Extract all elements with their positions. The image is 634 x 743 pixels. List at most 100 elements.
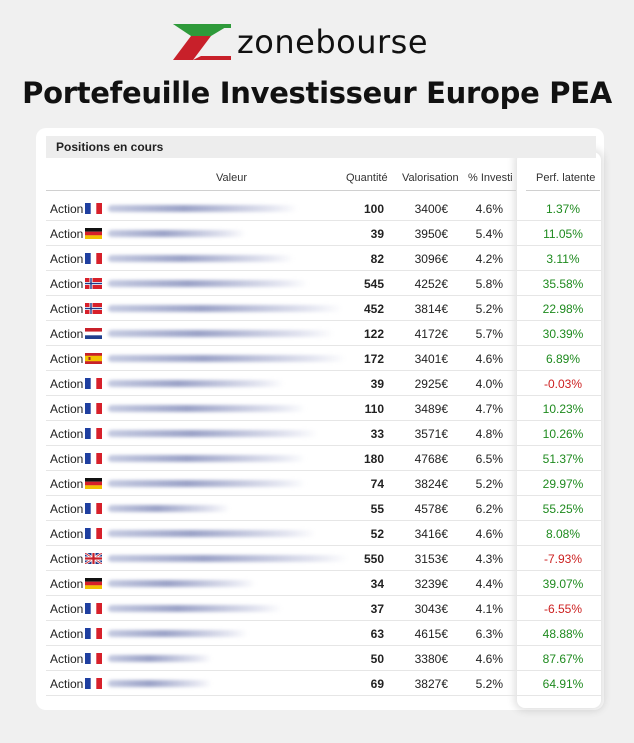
france-flag-icon: [85, 428, 102, 439]
row-valuation: 3571€: [414, 427, 448, 441]
table-row[interactable]: Action 52 3416€ 4.6% 8.08%: [46, 521, 601, 546]
table-row[interactable]: Action 55 4578€ 6.2% 55.25%: [46, 496, 601, 521]
row-perf-latente: 64.91%: [542, 677, 584, 691]
table-row[interactable]: Action 180 4768€ 6.5% 51.37%: [46, 446, 601, 471]
table-row[interactable]: Action 550 3153€ 4.3% -7.93%: [46, 546, 601, 571]
row-quantity: 452: [363, 302, 384, 316]
table-row[interactable]: Action 172 3401€ 4.6% 6.89%: [46, 346, 601, 371]
row-pct-invested: 4.6%: [475, 527, 503, 541]
row-pct-invested: 5.7%: [475, 327, 503, 341]
france-flag-icon: [85, 378, 102, 389]
row-perf-latente: -0.03%: [543, 377, 583, 391]
blurred-stock-name: [108, 655, 212, 662]
col-pct-investi: % Investi: [468, 172, 513, 184]
spain-flag-icon: [85, 353, 102, 364]
table-row[interactable]: Action 74 3824€ 5.2% 29.97%: [46, 471, 601, 496]
blurred-stock-name: [108, 205, 298, 212]
row-type: Action: [50, 377, 84, 391]
uk-flag-icon: [85, 553, 102, 564]
blurred-stock-name: [108, 680, 212, 687]
blurred-stock-name: [108, 455, 306, 462]
table-row[interactable]: Action 39 3950€ 5.4% 11.05%: [46, 221, 601, 246]
row-valuation: 3827€: [414, 677, 448, 691]
blurred-stock-name: [108, 630, 248, 637]
row-valuation: 3096€: [414, 252, 448, 266]
col-valorisation: Valorisation: [402, 172, 459, 184]
row-type: Action: [50, 602, 84, 616]
france-flag-icon: [85, 603, 102, 614]
row-valuation: 4768€: [414, 452, 448, 466]
table-row[interactable]: Action 452 3814€ 5.2% 22.98%: [46, 296, 601, 321]
table-row[interactable]: Action 122 4172€ 5.7% 30.39%: [46, 321, 601, 346]
blurred-stock-name: [108, 280, 308, 287]
row-quantity: 100: [363, 202, 384, 216]
blurred-stock-name: [108, 555, 348, 562]
row-type: Action: [50, 677, 84, 691]
row-quantity: 34: [370, 577, 384, 591]
table-row[interactable]: Action 82 3096€ 4.2% 3.11%: [46, 246, 601, 271]
row-pct-invested: 4.3%: [475, 552, 503, 566]
row-perf-latente: 11.05%: [543, 227, 583, 241]
row-type: Action: [50, 202, 84, 216]
row-pct-invested: 4.7%: [475, 402, 503, 416]
table-row[interactable]: Action 33 3571€ 4.8% 10.26%: [46, 421, 601, 446]
row-type: Action: [50, 627, 84, 641]
table-row[interactable]: Action 39 2925€ 4.0% -0.03%: [46, 371, 601, 396]
row-quantity: 37: [370, 602, 384, 616]
blurred-stock-name: [108, 355, 346, 362]
row-perf-latente: 51.37%: [542, 452, 584, 466]
table-row[interactable]: Action 50 3380€ 4.6% 87.67%: [46, 646, 601, 671]
france-flag-icon: [85, 653, 102, 664]
row-valuation: 4615€: [414, 627, 448, 641]
table-row[interactable]: Action 100 3400€ 4.6% 1.37%: [46, 196, 601, 221]
row-pct-invested: 4.8%: [475, 427, 503, 441]
row-type: Action: [50, 652, 84, 666]
table-row[interactable]: Action 37 3043€ 4.1% -6.55%: [46, 596, 601, 621]
positions-table: Action 100 3400€ 4.6% 1.37% Action 39 3950€ 5.4%…: [46, 196, 601, 696]
row-pct-invested: 6.5%: [475, 452, 503, 466]
row-pct-invested: 5.2%: [475, 677, 503, 691]
row-type: Action: [50, 227, 84, 241]
row-pct-invested: 5.2%: [475, 477, 503, 491]
row-perf-latente: 10.26%: [542, 427, 584, 441]
row-valuation: 4252€: [414, 277, 448, 291]
col-valeur: Valeur: [216, 172, 247, 184]
row-quantity: 180: [363, 452, 384, 466]
table-row[interactable]: Action 63 4615€ 6.3% 48.88%: [46, 621, 601, 646]
france-flag-icon: [85, 503, 102, 514]
norway-flag-icon: [85, 278, 102, 289]
row-type: Action: [50, 277, 84, 291]
row-valuation: 3400€: [414, 202, 448, 216]
row-type: Action: [50, 527, 84, 541]
col-perf-latente: Perf. latente: [536, 172, 596, 184]
row-perf-latente: 55.25%: [542, 502, 584, 516]
row-pct-invested: 4.6%: [475, 652, 503, 666]
row-quantity: 74: [370, 477, 384, 491]
row-perf-latente: 39.07%: [542, 577, 584, 591]
table-row[interactable]: Action 34 3239€ 4.4% 39.07%: [46, 571, 601, 596]
row-quantity: 550: [363, 552, 384, 566]
germany-flag-icon: [85, 578, 102, 589]
row-perf-latente: 35.58%: [542, 277, 584, 291]
row-pct-invested: 4.6%: [475, 352, 503, 366]
blurred-stock-name: [108, 255, 294, 262]
row-valuation: 4172€: [414, 327, 448, 341]
table-row[interactable]: Action 110 3489€ 4.7% 10.23%: [46, 396, 601, 421]
table-row[interactable]: Action 545 4252€ 5.8% 35.58%: [46, 271, 601, 296]
table-row[interactable]: Action 69 3827€ 5.2% 64.91%: [46, 671, 601, 696]
row-valuation: 3489€: [414, 402, 448, 416]
zonebourse-logo: zonebourse: [171, 20, 481, 64]
blurred-stock-name: [108, 530, 316, 537]
page-title: Portefeuille Investisseur Europe PEA: [22, 76, 612, 110]
france-flag-icon: [85, 528, 102, 539]
blurred-stock-name: [108, 305, 342, 312]
row-type: Action: [50, 252, 84, 266]
france-flag-icon: [85, 253, 102, 264]
blurred-stock-name: [108, 480, 306, 487]
row-perf-latente: -6.55%: [543, 602, 583, 616]
blurred-stock-name: [108, 430, 318, 437]
blurred-stock-name: [108, 230, 246, 237]
row-valuation: 3824€: [414, 477, 448, 491]
row-pct-invested: 6.3%: [475, 627, 503, 641]
germany-flag-icon: [85, 228, 102, 239]
